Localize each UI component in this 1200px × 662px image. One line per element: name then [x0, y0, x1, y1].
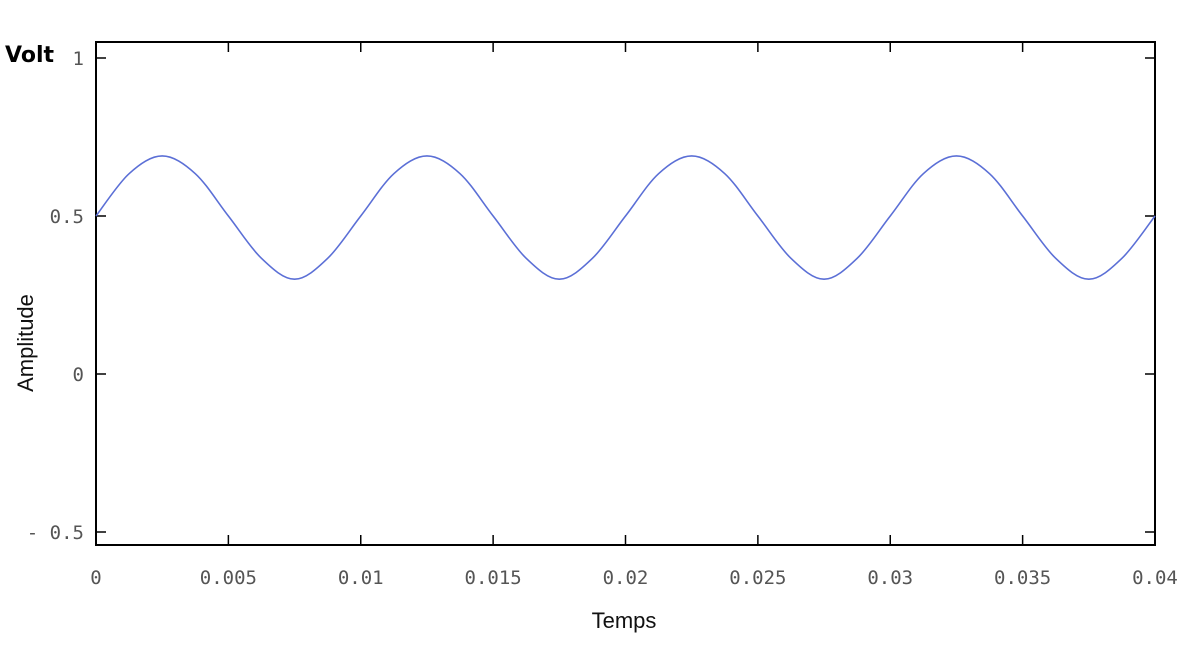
tick-labels: 0 0.005 0.01 0.015 0.02 0.025 0.03 0.035 0.04 1 0.… [27, 48, 1178, 589]
y-tick-label: 0.5 [50, 206, 84, 228]
x-tick-label: 0 [90, 567, 101, 589]
x-tick-label: 0.02 [603, 567, 649, 589]
x-tick-label: 0.025 [729, 567, 786, 589]
series-group [95, 155, 1156, 281]
x-tick-label: 0.035 [994, 567, 1051, 589]
y-tick-label: - 0.5 [27, 522, 84, 544]
x-tick-label: 0.005 [200, 567, 257, 589]
y-tick-label: 1 [73, 48, 84, 70]
y-unit-label: Volt [5, 43, 54, 68]
x-tick-label: 0.015 [465, 567, 522, 589]
plot-frame [95, 41, 1156, 546]
x-tick-label: 0.03 [867, 567, 913, 589]
x-tick-label: 0.01 [338, 567, 384, 589]
axis-ticks [95, 42, 1156, 545]
x-axis-title: Temps [592, 608, 657, 633]
y-tick-label: 0 [73, 364, 84, 386]
series-line [95, 155, 1156, 281]
y-axis-title: Amplitude [13, 294, 38, 392]
x-tick-label: 0.04 [1132, 567, 1178, 589]
